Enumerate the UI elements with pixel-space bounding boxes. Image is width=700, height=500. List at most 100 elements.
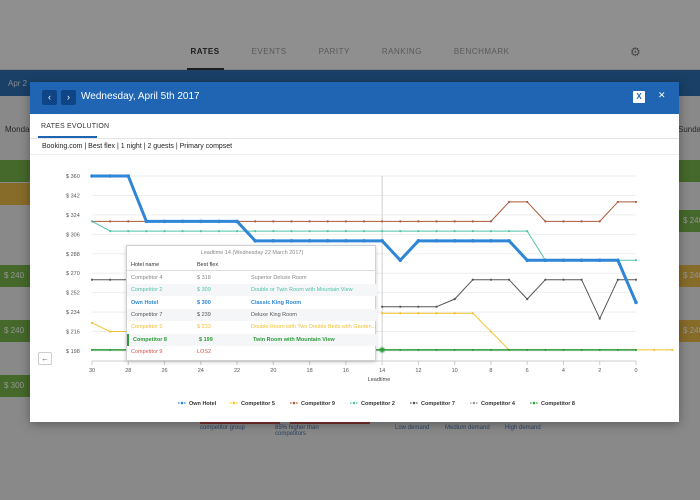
data-point [380,239,384,243]
data-point [90,321,94,325]
x-tick-label: 20 [270,368,276,374]
tab-parity[interactable]: PARITY [318,47,350,56]
day-label-left: Monda [5,125,30,134]
y-tick-label: $ 198 [66,349,80,355]
tooltip-hotel-name: Own Hotel [131,299,159,306]
x-tick-label: 26 [161,368,167,374]
data-point [471,278,474,281]
y-tick-label: $ 288 [66,252,80,258]
y-tick-label: $ 324 [66,213,80,219]
back-arrow-button[interactable]: ← [38,352,52,365]
calendar-cell[interactable]: $ 240 [0,265,30,287]
data-point [616,278,619,281]
legend-label: Competitor 7 [421,401,455,407]
divider [127,270,377,271]
x-tick-label: 4 [562,368,565,374]
prev-day-button[interactable]: ‹ [42,90,57,105]
tooltip-row: Competitor 9 LOS2 [127,346,377,358]
data-point [290,220,293,223]
x-tick-label: 2 [598,368,601,374]
data-point [435,229,438,233]
tooltip-row: Own Hotel $ 300 Classic King Room [127,297,377,309]
calendar-cell[interactable] [679,160,700,182]
data-point [561,258,566,263]
x-tick-label: 8 [489,368,492,374]
data-point [109,348,112,352]
close-icon[interactable]: ✕ [658,90,666,100]
rates-evolution-modal: ‹ › Wednesday, April 5th 2017 X ✕ RATES … [30,82,679,422]
tab-ranking[interactable]: RANKING [381,47,422,56]
data-point [471,229,474,233]
calendar-cell[interactable] [0,160,30,182]
chart-tooltip: Leadtime 14 (Wednesday 22 March 2017) Ho… [126,245,377,361]
data-point [417,312,420,315]
modal-header: ‹ › Wednesday, April 5th 2017 X ✕ [30,82,679,114]
calendar-cell[interactable]: $ 240 [679,210,700,232]
hover-point [380,347,385,352]
data-point [90,348,94,352]
calendar-cell[interactable]: $ 240 [679,265,700,287]
data-point [362,229,366,233]
data-point [326,229,329,233]
data-point [90,174,94,178]
data-point [271,239,276,243]
y-tick-label: $ 306 [66,232,80,238]
data-point [272,220,275,223]
tab-events[interactable]: EVENTS [251,47,287,56]
legend-label: Competitor 2 [361,401,395,407]
data-point [580,278,583,281]
tooltip-header-hotel: Hotel name [131,262,160,268]
tooltip-row: Competitor 2 $ 309 Double or Twin Room wit… [127,284,377,297]
tooltip-row: Competitor 8 $ 199 Twin Room with Mountain… [127,333,377,346]
data-point [180,219,185,224]
legend-marker [292,401,296,405]
data-point [362,220,366,223]
data-point [507,229,511,233]
data-point [417,305,420,308]
data-point [416,239,421,243]
tooltip-hotel-name: Competitor 8 [133,336,167,343]
x-tick-label: 6 [526,368,529,374]
rate-filters: Booking.com | Best flex | 1 night | 2 gu… [42,143,233,150]
data-point [489,278,493,281]
tooltip-hotel-name: Competitor 5 [131,324,163,331]
divider [30,154,679,155]
data-point [289,239,294,243]
tooltip-room: Deluxe King Room [251,311,297,318]
calendar-cell[interactable] [0,183,30,205]
tab-rates-evolution[interactable]: RATES EVOLUTION [41,123,110,130]
gear-icon[interactable]: ⚙ [630,45,641,59]
data-point [109,220,112,223]
calendar-cell[interactable]: $ 300 [0,375,30,397]
data-point [344,220,347,223]
tab-benchmark[interactable]: BENCHMARK [453,47,510,56]
next-day-button[interactable]: › [61,90,76,105]
active-tab-indicator [38,136,97,138]
tooltip-title: Leadtime 14 (Wednesday 22 March 2017) [200,250,304,256]
data-point [526,298,529,301]
data-point [417,229,420,233]
data-point [254,229,257,233]
tooltip-hotel-name: Competitor 9 [131,348,163,355]
data-point [381,229,384,233]
data-point [471,239,475,243]
tooltip-price: $ 199 [199,336,213,343]
excel-export-icon[interactable]: X [633,91,645,103]
data-point [217,229,221,233]
tab-rates[interactable]: RATES [175,0,236,70]
data-point [417,348,420,352]
calendar-cell[interactable]: $ 240 [679,320,700,342]
data-point [562,348,565,352]
data-point [580,220,583,223]
data-point [434,239,439,243]
x-tick-label: 16 [343,368,349,374]
data-point [109,330,112,333]
data-point [634,200,638,204]
footer-text: 85% higher than competitors [275,425,319,437]
data-point [217,219,221,224]
legend-label: Competitor 5 [241,401,275,407]
calendar-cell[interactable]: $ 240 [0,320,30,342]
data-point [325,239,330,243]
data-point [525,258,529,263]
data-point [307,239,312,243]
